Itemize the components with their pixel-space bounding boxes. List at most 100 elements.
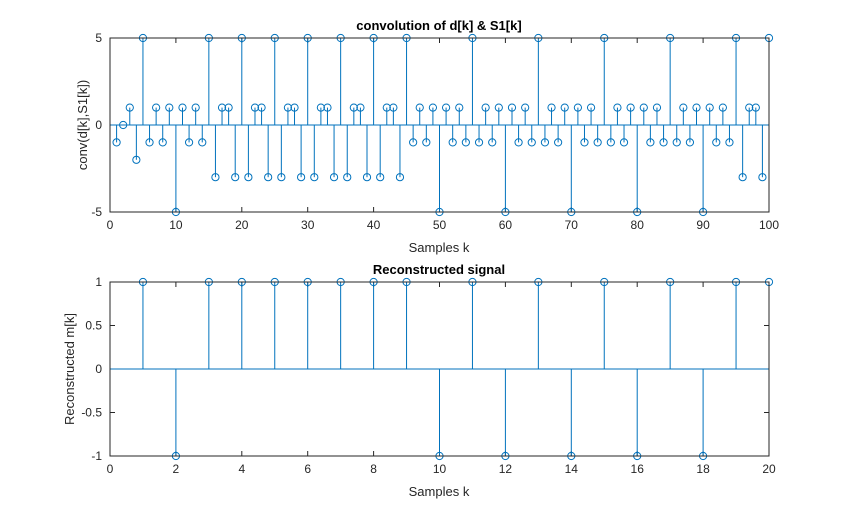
conv-stem-marker [461,138,470,147]
conv-stem-marker [540,138,550,147]
conv-x-tick-label: 100 [759,218,779,232]
conv-stem-marker [409,138,418,147]
conv-stem-marker [158,138,167,147]
conv-stem-marker [613,103,622,112]
conv-stem-marker [639,103,648,112]
conv-stem-marker [619,138,629,147]
conv-stem-marker [264,173,273,182]
conv-stem-marker [112,138,121,147]
reconstructed-y-tick-label: 0 [95,362,102,376]
conv-stem-marker [395,173,405,182]
conv-stem-marker [679,103,688,112]
conv-stem-marker [455,103,464,112]
conv-stem-marker [132,155,141,164]
conv-stem-marker [547,103,556,112]
conv-stem-marker [586,103,596,112]
conv-stem-marker [343,173,352,182]
reconstructed-x-tick-label: 10 [433,462,447,476]
reconstructed-stems [110,277,774,461]
conv-stem-marker [514,138,523,147]
conv-stem-marker [323,103,332,112]
conv-stem-marker [191,103,200,112]
conv-stem-marker [362,173,372,182]
conv-stem-marker [659,138,668,147]
conv-stem-marker [184,138,194,147]
conv-subplot: convolution of d[k] & S1[k] Samples k co… [75,18,779,255]
conv-stem-marker [745,103,754,112]
conv-axes-box [109,37,770,213]
conv-stem-marker [758,173,767,182]
conv-stem-marker [316,103,325,112]
conv-stem-marker [718,103,727,112]
reconstructed-title: Reconstructed signal [373,262,505,277]
conv-x-tick-label: 90 [696,218,710,232]
conv-stem-marker [580,138,589,147]
reconstructed-y-tick-label: 0.5 [85,319,102,333]
reconstructed-y-ticks: -1 -0.5 0 0.5 1 [81,275,769,463]
conv-stem-marker [376,173,385,182]
reconstructed-x-tick-label: 0 [107,462,114,476]
reconstructed-xlabel: Samples k [409,484,470,499]
reconstructed-y-tick-label: -0.5 [81,406,102,420]
reconstructed-x-tick-label: 8 [370,462,377,476]
conv-stem-marker [705,103,714,112]
conv-stem-marker [231,173,240,182]
conv-x-tick-label: 0 [107,218,114,232]
conv-ylabel: conv(d[k],S1[k]) [75,80,90,170]
conv-stem-marker [257,103,266,112]
conv-x-ticks: 0 10 20 30 40 50 60 70 80 90 100 [107,38,779,232]
reconstructed-x-ticks: 0 2 4 6 8 10 12 14 16 18 20 [107,282,776,476]
reconstructed-x-tick-label: 6 [304,462,311,476]
conv-stem-marker [521,103,530,112]
conv-stem-marker [152,103,161,112]
conv-x-tick-label: 80 [631,218,645,232]
conv-stem-marker [178,103,187,112]
conv-stem-marker [310,173,319,182]
conv-stem-marker [494,103,503,112]
conv-stem-marker [692,103,701,112]
conv-stem-marker [672,138,681,147]
conv-stem-marker [382,103,391,112]
conv-stem-marker [297,173,306,182]
conv-stem-marker [389,103,398,112]
conv-stem-marker [211,173,220,182]
conv-stem-marker [244,173,253,182]
conv-stem-marker [277,173,286,182]
reconstructed-x-tick-label: 12 [499,462,513,476]
conv-stem-marker [415,103,424,112]
conv-title: convolution of d[k] & S1[k] [356,18,521,33]
conv-xlabel: Samples k [409,240,470,255]
conv-stem-marker [527,138,536,147]
conv-stem-marker [751,103,760,112]
conv-x-tick-label: 30 [301,218,315,232]
conv-stem-marker [488,138,497,147]
reconstructed-axes-box [109,281,770,457]
conv-stem-marker [224,103,233,112]
conv-stem-marker [356,103,365,112]
conv-stem-marker [685,138,695,147]
conv-stem-marker [626,103,635,112]
conv-stem-marker [283,103,293,112]
conv-stem-marker [290,103,299,112]
conv-stem-marker [606,138,615,147]
conv-stem-marker [652,103,662,112]
conv-stem-marker [474,138,484,147]
conv-stem-marker [441,103,451,112]
conv-stem-marker [646,138,655,147]
reconstructed-subplot: Reconstructed signal Samples k Reconstru… [62,262,776,499]
conv-stem-marker [725,138,734,147]
conv-stem-marker [738,173,747,182]
conv-stem-marker [217,103,227,112]
conv-stem-marker [145,138,154,147]
conv-x-tick-label: 20 [235,218,249,232]
reconstructed-x-tick-label: 20 [762,462,776,476]
conv-stem-marker [554,138,563,147]
reconstructed-x-tick-label: 2 [173,462,180,476]
conv-y-tick-label: 5 [95,31,102,45]
conv-stem-marker [712,138,721,147]
conv-stem-marker [250,103,260,112]
conv-y-tick-label: 0 [95,118,102,132]
reconstructed-x-tick-label: 16 [631,462,645,476]
conv-stem-marker [428,103,438,112]
